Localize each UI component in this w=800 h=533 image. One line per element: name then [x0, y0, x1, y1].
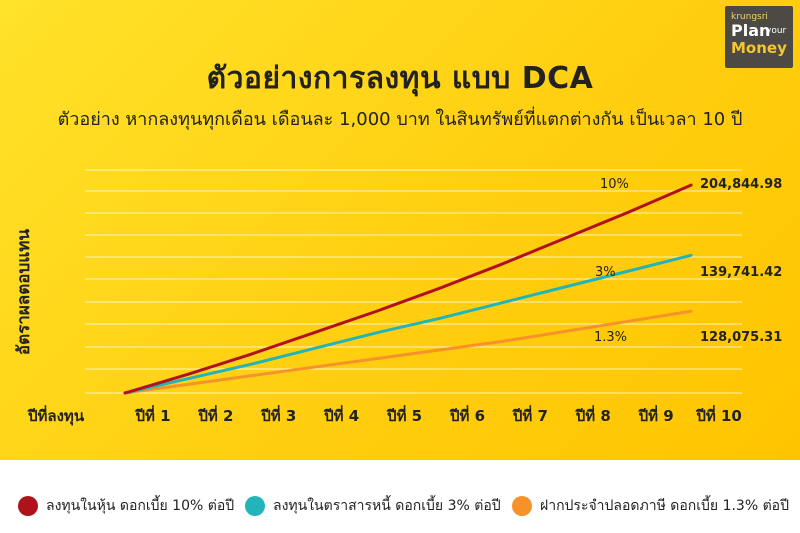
series-end-value: 204,844.98: [700, 177, 782, 192]
legend-item: ลงทุนในตราสารหนี้ ดอกเบี้ย 3% ต่อปี: [245, 495, 501, 517]
legend: ลงทุนในหุ้น ดอกเบี้ย 10% ต่อปี ลงทุนในตรา…: [0, 467, 800, 533]
x-tick-label: ปีที่ 10: [695, 405, 741, 425]
krungsri-plan-your-money-logo: krungsri Plan your Money: [725, 6, 793, 68]
yellow-background: [0, 0, 800, 460]
series-end-value: 139,741.42: [700, 265, 782, 280]
legend-item: ฝากประจำปลอดภาษี ดอกเบี้ย 1.3% ต่อปี: [512, 495, 789, 517]
x-tick-label: ปีที่ 3: [260, 405, 296, 425]
logo-line-3: your: [766, 26, 787, 36]
x-tick-label: ปีที่ 2: [197, 405, 233, 425]
chart-title: ตัวอย่างการลงทุน แบบ DCA: [206, 61, 594, 96]
x-tick-label: ปีที่ 9: [638, 405, 674, 425]
x-tick-label: ปีที่ 8: [575, 405, 611, 425]
logo-line-2: Plan: [731, 21, 771, 40]
x-axis-label: ปีที่ลงทุน: [27, 405, 85, 426]
line-chart: ปีที่ 1 ปีที่ 2 ปีที่ 3 ปีที่ 4 ปีที่ 5 ปีที่…: [27, 177, 783, 426]
legend-swatch: [512, 496, 532, 516]
series-rate-label: 3%: [595, 265, 616, 280]
legend-swatch: [245, 496, 265, 516]
legend-swatch: [18, 496, 38, 516]
x-tick-label: ปีที่ 4: [323, 405, 359, 425]
logo-line-1: krungsri: [731, 12, 768, 22]
series-line: [123, 183, 693, 395]
legend-label: ลงทุนในตราสารหนี้ ดอกเบี้ย 3% ต่อปี: [273, 498, 501, 514]
x-tick-label: ปีที่ 6: [449, 405, 485, 425]
x-tick-label: ปีที่ 1: [135, 405, 171, 425]
series-line: [123, 253, 693, 395]
series-end-value: 128,075.31: [700, 330, 782, 345]
logo-line-4: Money: [731, 39, 787, 57]
chart-subtitle: ตัวอย่าง หากลงทุนทุกเดือน เดือนละ 1,000 …: [57, 109, 743, 130]
legend-label: ฝากประจำปลอดภาษี ดอกเบี้ย 1.3% ต่อปี: [540, 498, 789, 514]
legend-label: ลงทุนในหุ้น ดอกเบี้ย 10% ต่อปี: [46, 498, 235, 514]
series-line: [123, 309, 693, 395]
series-rate-label: 1.3%: [594, 330, 627, 345]
series-rate-label: 10%: [600, 177, 629, 192]
x-tick-label: ปีที่ 7: [512, 405, 548, 425]
legend-item: ลงทุนในหุ้น ดอกเบี้ย 10% ต่อปี: [18, 495, 234, 517]
x-tick-label: ปีที่ 5: [386, 405, 422, 425]
